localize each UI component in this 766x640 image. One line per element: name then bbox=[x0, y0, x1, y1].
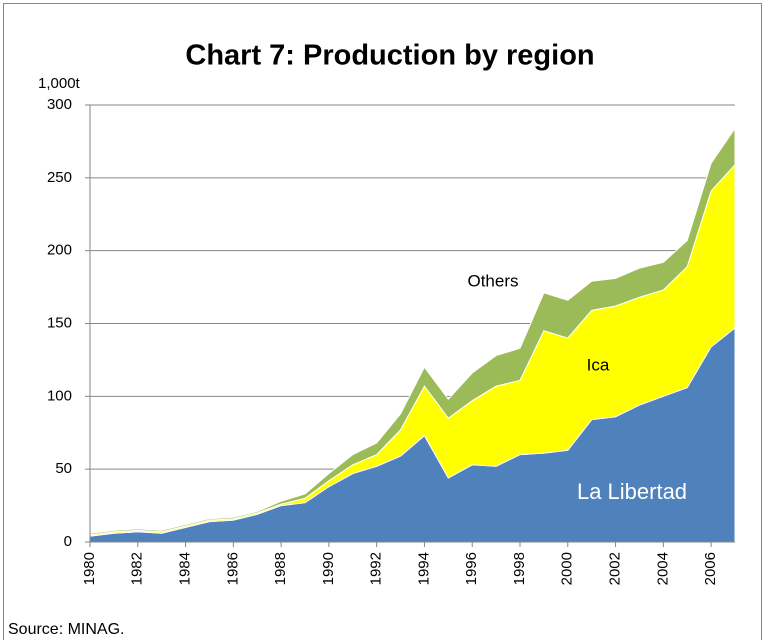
x-tick-label: 1996 bbox=[463, 552, 480, 585]
x-tick-label: 1990 bbox=[320, 552, 337, 585]
source-note: Source: MINAG. bbox=[8, 621, 124, 638]
y-tick-label: 200 bbox=[47, 242, 72, 259]
x-tick-label: 2004 bbox=[654, 552, 671, 585]
x-tick-label: 1980 bbox=[81, 552, 98, 585]
y-tick-label: 0 bbox=[64, 533, 72, 550]
series-label: Others bbox=[467, 271, 518, 290]
y-tick-label: 250 bbox=[47, 169, 72, 186]
x-tick-label: 2002 bbox=[607, 552, 624, 585]
area bbox=[89, 126, 736, 536]
x-tick-label: 2006 bbox=[702, 552, 719, 585]
x-tick-label: 1992 bbox=[368, 552, 385, 585]
x-tick-label: 1994 bbox=[415, 552, 432, 585]
x-tick-label: 1986 bbox=[224, 552, 241, 585]
y-tick-label: 50 bbox=[55, 460, 72, 477]
y-tick-label: 150 bbox=[47, 314, 72, 331]
x-tick-label: 1988 bbox=[272, 552, 289, 585]
series-label: Ica bbox=[587, 355, 610, 374]
x-tick-label: 1984 bbox=[177, 552, 194, 585]
y-tick-label: 300 bbox=[47, 96, 72, 113]
x-tick-label: 1982 bbox=[129, 552, 146, 585]
chart-title: Chart 7: Production by region bbox=[185, 40, 594, 72]
y-tick-label: 100 bbox=[47, 387, 72, 404]
x-tick-label: 2000 bbox=[559, 552, 576, 585]
x-tick-label: 1998 bbox=[511, 552, 528, 585]
y-unit-label: 1,000t bbox=[38, 75, 81, 92]
series-label: La Libertad bbox=[577, 479, 687, 504]
